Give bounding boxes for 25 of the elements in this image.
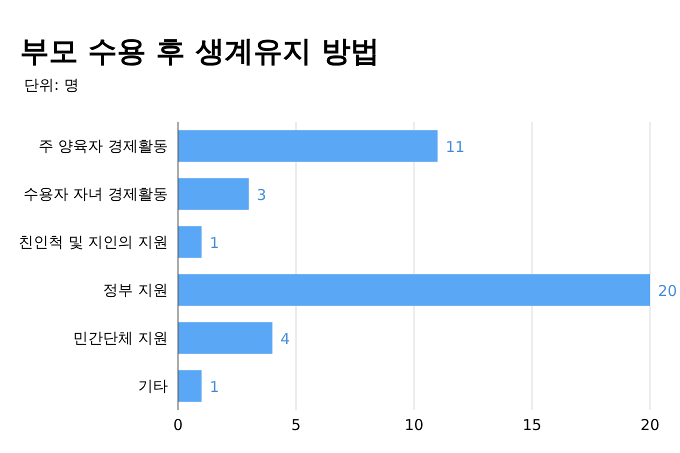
x-tick-label: 15 xyxy=(522,416,542,434)
data-label: 1 xyxy=(210,378,220,396)
bar xyxy=(178,178,249,210)
x-tick-label: 0 xyxy=(173,416,183,434)
data-label: 20 xyxy=(658,282,678,300)
x-tick-label: 5 xyxy=(291,416,301,434)
text: 단위: 명 xyxy=(24,76,79,94)
chart-title: 부모 수용 후 생계유지 방법 xyxy=(20,34,380,68)
y-tick-label: 주 양육자 경제활동 xyxy=(38,137,168,155)
data-label: 4 xyxy=(280,330,290,348)
bar xyxy=(178,130,438,162)
bar xyxy=(178,274,650,306)
x-tick-label: 10 xyxy=(404,416,424,434)
data-label: 1 xyxy=(210,234,220,252)
bar xyxy=(178,322,272,354)
bar xyxy=(178,226,202,258)
y-tick-label: 정부 지원 xyxy=(103,281,168,299)
y-tick-label: 친인척 및 지인의 지원 xyxy=(18,233,168,251)
y-tick-label: 기타 xyxy=(138,377,168,395)
data-label: 11 xyxy=(446,138,465,156)
y-tick-label: 수용자 자녀 경제활동 xyxy=(23,185,168,203)
data-label: 3 xyxy=(256,186,266,204)
y-tick-label: 민간단체 지원 xyxy=(73,329,168,347)
bar xyxy=(178,370,202,402)
x-tick-label: 20 xyxy=(640,416,660,434)
